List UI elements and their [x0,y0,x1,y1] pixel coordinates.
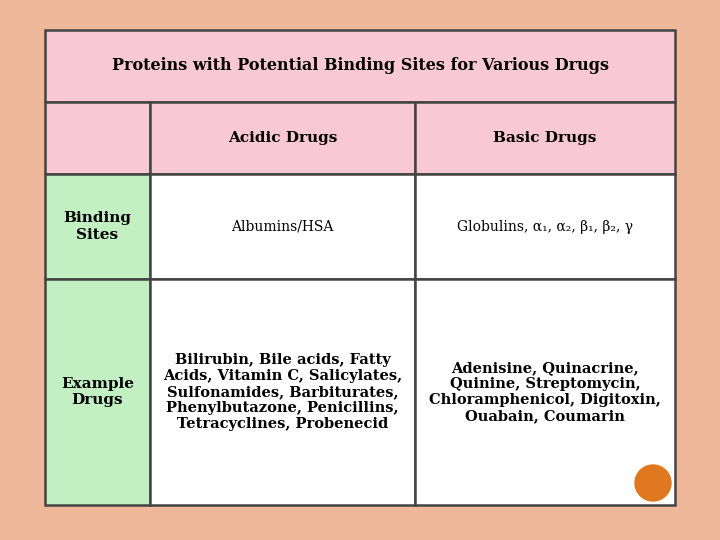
Text: Basic Drugs: Basic Drugs [493,131,597,145]
Bar [150,279,415,505]
Text: Binding
Sites: Binding Sites [63,211,132,241]
Bar [45,102,150,174]
Text: Acidic Drugs: Acidic Drugs [228,131,337,145]
Bar [45,30,675,102]
Text: Bilirubin, Bile acids, Fatty
Acids, Vitamin C, Salicylates,
Sulfonamides, Barbit: Bilirubin, Bile acids, Fatty Acids, Vita… [163,353,402,431]
Bar [150,174,415,279]
Text: Albumins/HSA: Albumins/HSA [231,219,333,233]
Text: Example
Drugs: Example Drugs [61,377,134,407]
Circle shape [635,465,671,501]
Bar [415,174,675,279]
Bar [45,174,150,279]
Bar [415,102,675,174]
Bar [415,279,675,505]
Bar [45,279,150,505]
Text: Globulins, α₁, α₂, β₁, β₂, γ: Globulins, α₁, α₂, β₁, β₂, γ [457,219,633,233]
Text: Proteins with Potential Binding Sites for Various Drugs: Proteins with Potential Binding Sites fo… [112,57,608,75]
Text: Adenisine, Quinacrine,
Quinine, Streptomycin,
Chloramphenicol, Digitoxin,
Ouabai: Adenisine, Quinacrine, Quinine, Streptom… [429,361,661,423]
Bar [150,102,415,174]
